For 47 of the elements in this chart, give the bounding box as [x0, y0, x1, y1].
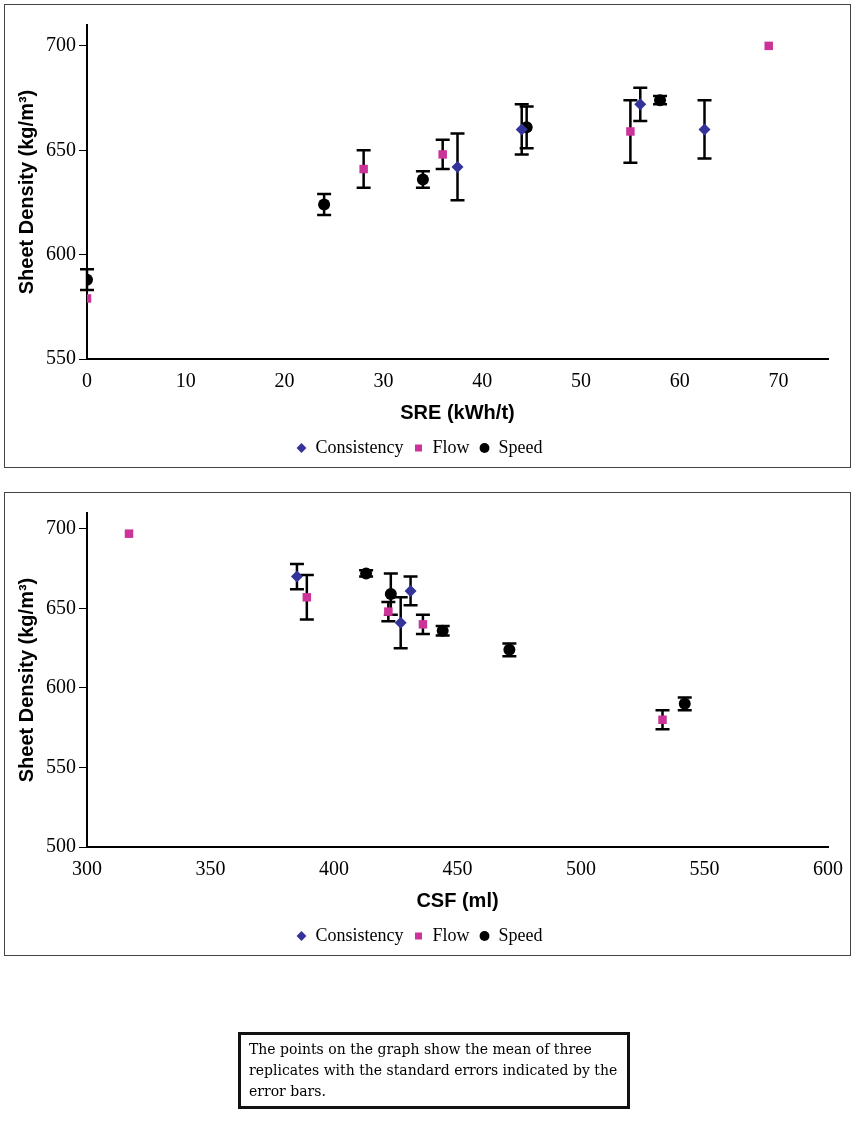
x-tick-label: 70: [768, 369, 789, 392]
legend-label: Speed: [498, 436, 543, 457]
x-tick-label: 400: [319, 857, 349, 880]
y-tick-label: 700: [46, 516, 76, 539]
y-tick-label: 650: [46, 595, 76, 618]
point: [438, 150, 447, 159]
point: [318, 198, 331, 211]
x-tick-label: 450: [442, 857, 473, 880]
y-tick-label: 550: [46, 754, 76, 777]
y-axis-title: Sheet Density (kg/m³): [14, 89, 37, 295]
x-tick-label: 350: [195, 857, 226, 880]
point: [404, 584, 417, 597]
x-tick-label: 30: [373, 369, 394, 392]
y-tick-label: 600: [46, 675, 76, 698]
legend-label: Consistency: [315, 924, 404, 945]
y-tick-label: 500: [46, 834, 76, 857]
text: The points on the graph show the mean of three replicates with the standard errors indicated by the error bars.: [238, 1032, 630, 1109]
point: [698, 123, 711, 136]
y-tick-label: 600: [46, 241, 76, 264]
x-tick-label: 300: [72, 857, 102, 880]
x-tick-label: 550: [689, 857, 720, 880]
point: [394, 616, 407, 629]
legend-label: Flow: [432, 436, 470, 457]
x-tick-label: 500: [566, 857, 596, 880]
y-axis-title: Sheet Density (kg/m³): [14, 577, 37, 783]
point: [634, 98, 647, 111]
x-axis-title: CSF (ml): [416, 888, 499, 911]
y-tick-label: 650: [46, 137, 76, 160]
x-tick-label: 600: [813, 857, 843, 880]
x-tick-label: 40: [472, 369, 493, 392]
x-axis-title: SRE (kWh/t): [400, 400, 515, 423]
point: [764, 41, 773, 51]
legend-label: Consistency: [315, 436, 404, 457]
x-tick-label: 10: [175, 369, 196, 392]
x-tick-label: 0: [82, 369, 92, 392]
y-tick-label: 700: [46, 33, 76, 56]
x-tick-label: 20: [274, 369, 295, 392]
point: [359, 164, 368, 174]
legend-label: Speed: [498, 924, 543, 945]
point: [290, 570, 303, 583]
point: [515, 123, 528, 136]
point: [626, 127, 635, 136]
point: [451, 160, 464, 173]
x-tick-label: 50: [571, 369, 591, 392]
legend-label: Flow: [432, 924, 470, 945]
x-tick-label: 60: [669, 369, 690, 392]
y-tick-label: 550: [46, 346, 76, 369]
